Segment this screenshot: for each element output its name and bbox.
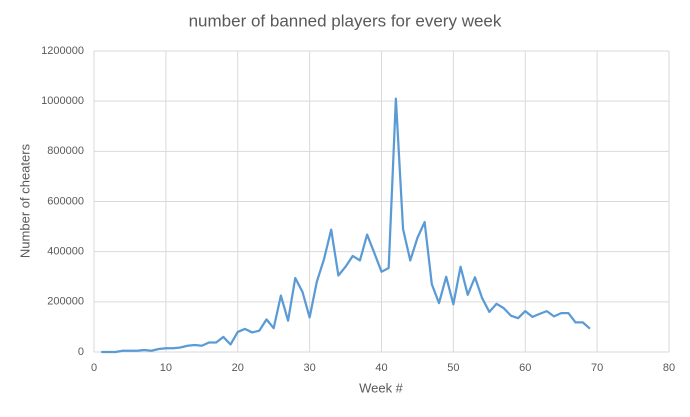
x-tick-label: 30: [304, 362, 316, 374]
chart-title: number of banned players for every week: [189, 11, 502, 30]
data-line: [101, 97, 591, 354]
y-tick-label: 1000000: [41, 95, 84, 107]
x-tick-label: 50: [447, 362, 459, 374]
y-tick-label: 200000: [47, 296, 84, 308]
y-tick-label: 600000: [47, 195, 84, 207]
y-tick-label: 400000: [47, 246, 84, 258]
x-tick-label: 70: [591, 362, 603, 374]
x-axis-label: Week #: [359, 380, 404, 395]
y-tick-label: 0: [78, 346, 84, 358]
y-tick-label: 1200000: [41, 45, 84, 57]
y-axis-label: Number of cheaters: [17, 143, 32, 258]
x-tick-label: 40: [375, 362, 387, 374]
x-tick-label: 10: [160, 362, 172, 374]
x-tick-label: 0: [91, 362, 97, 374]
y-tick-label: 800000: [47, 145, 84, 157]
x-tick-label: 20: [232, 362, 244, 374]
x-tick-label: 80: [663, 362, 675, 374]
x-tick-label: 60: [519, 362, 531, 374]
